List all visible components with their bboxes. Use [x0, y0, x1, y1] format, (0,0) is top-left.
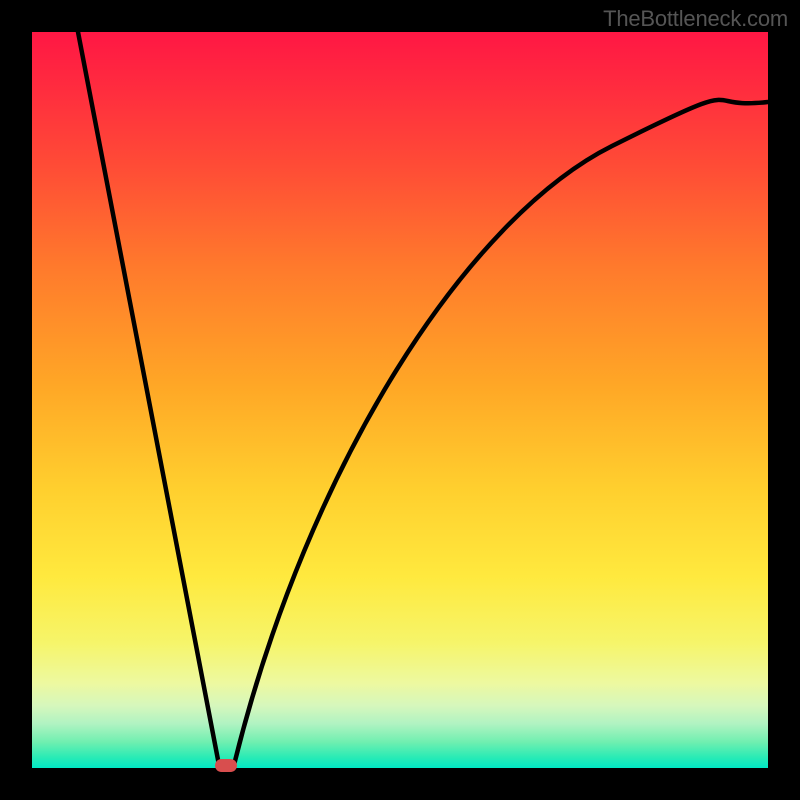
plot-area — [32, 32, 768, 768]
curve-left-segment — [78, 32, 219, 765]
watermark-text: TheBottleneck.com — [603, 6, 788, 32]
curve-right-segment — [234, 100, 768, 765]
curve-layer — [32, 32, 768, 768]
chart-container: TheBottleneck.com — [0, 0, 800, 800]
minimum-marker — [215, 759, 237, 772]
